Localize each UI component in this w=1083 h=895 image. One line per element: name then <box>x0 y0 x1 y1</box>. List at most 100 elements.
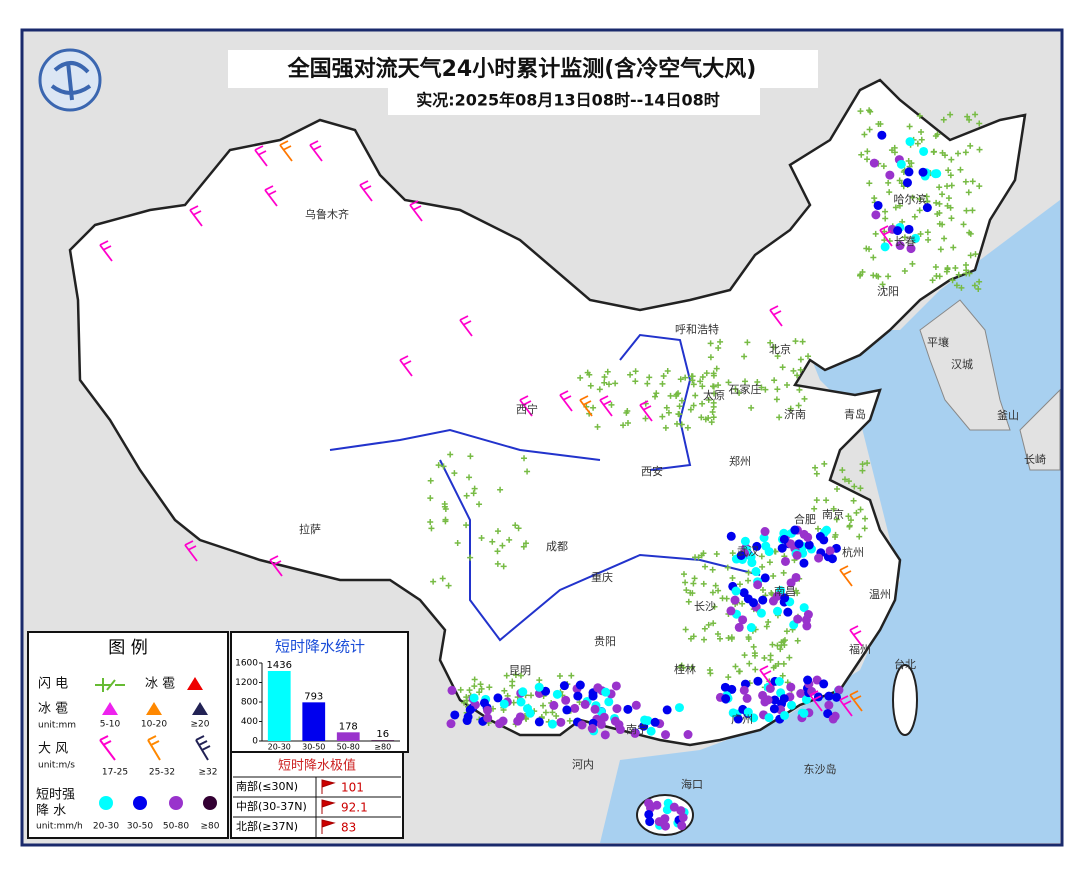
lightning-mark <box>918 128 925 135</box>
x-tick-label: 20-30 <box>268 743 291 752</box>
rain-mark <box>764 547 774 557</box>
rain-mark <box>721 694 731 704</box>
rain-mark <box>678 812 688 822</box>
lightning-mark <box>768 589 775 596</box>
lightning-mark <box>677 376 684 383</box>
city-label: 沈阳 <box>877 284 899 298</box>
rain-mark <box>803 532 813 542</box>
lightning-mark <box>477 681 484 688</box>
lightning-mark <box>896 202 903 209</box>
lightning-mark <box>680 571 687 578</box>
lightning-mark <box>442 516 449 523</box>
lightning-mark <box>521 455 528 462</box>
lightning-mark <box>695 554 702 561</box>
lightning-mark <box>770 344 777 351</box>
lightning-mark <box>797 366 804 373</box>
lightning-mark <box>439 575 446 582</box>
rain-mark <box>906 244 916 254</box>
lightning-mark <box>711 390 718 397</box>
bar-chart: 短时降水统计 0 400 800 1200 1600 1436 20-30 793 30-50 1… <box>230 631 409 753</box>
lightning-mark <box>949 277 956 284</box>
city-label: 贵阳 <box>594 635 616 648</box>
city-label: 南京 <box>822 507 844 521</box>
lightning-mark <box>732 386 739 393</box>
rain-mark <box>541 686 551 696</box>
legend-level: 30-50 <box>127 822 153 832</box>
lightning-mark <box>773 396 780 403</box>
rain-mark <box>905 137 915 147</box>
lightning-mark <box>861 525 868 532</box>
lightning-mark <box>917 231 924 238</box>
rain-mark <box>739 685 749 695</box>
lightning-mark <box>632 378 639 385</box>
rain-mark <box>828 714 838 724</box>
lightning-mark <box>862 515 869 522</box>
lightning-mark <box>523 540 530 547</box>
lightning-mark <box>751 652 758 659</box>
lightning-mark <box>494 528 501 535</box>
rain-mark <box>731 586 741 596</box>
rain-mark <box>644 809 654 819</box>
lightning-mark <box>766 559 773 566</box>
lightning-mark <box>701 636 708 643</box>
lightning-mark <box>506 536 513 543</box>
lightning-mark <box>971 282 978 289</box>
lightning-mark <box>729 550 736 557</box>
lightning-mark <box>447 451 454 458</box>
lightning-mark <box>736 389 743 396</box>
table-box <box>230 751 404 839</box>
y-tick-label: 0 <box>252 737 258 747</box>
rain-mark <box>552 689 562 699</box>
lightning-mark <box>725 379 732 386</box>
lightning-mark <box>758 384 765 391</box>
lightning-mark <box>717 338 724 345</box>
lightning-mark <box>441 503 448 510</box>
lightning-mark <box>725 674 732 681</box>
lightning-mark <box>471 676 478 683</box>
rain-mark <box>600 730 610 740</box>
lightning-mark <box>566 717 573 724</box>
lightning-mark <box>846 522 853 529</box>
rain-mark <box>786 539 796 549</box>
lightning-mark <box>947 204 954 211</box>
lightning-mark <box>955 150 962 157</box>
rain-mark <box>753 676 763 686</box>
lightning-mark <box>497 486 504 493</box>
lightning-mark <box>939 191 946 198</box>
rain-mark <box>831 692 841 702</box>
rain-mark <box>822 525 832 535</box>
korea <box>919 299 1011 431</box>
rain-mark <box>796 689 806 699</box>
lightning-mark <box>871 195 878 202</box>
legend-unit: unit:mm/h <box>36 822 83 832</box>
rain-mark <box>662 705 672 715</box>
lightning-mark <box>885 179 892 186</box>
lightning-mark <box>601 374 608 381</box>
lightning-mark <box>678 662 685 669</box>
lightning-mark <box>624 419 631 426</box>
city-label: 哈尔滨 <box>894 192 927 206</box>
legend-unit: unit:mm <box>38 721 76 731</box>
lightning-mark <box>821 460 828 467</box>
wind-mark <box>309 140 323 162</box>
rain-mark <box>615 725 625 735</box>
city-label: 拉萨 <box>299 522 321 536</box>
lightning-mark <box>736 581 743 588</box>
rain-mark <box>587 724 597 734</box>
lightning-mark <box>503 672 510 679</box>
lightning-mark <box>463 694 470 701</box>
rain-mark <box>610 716 620 726</box>
lightning-mark <box>466 474 473 481</box>
wind-mark <box>519 395 533 417</box>
flag-icon <box>321 819 336 834</box>
rain-mark <box>736 551 746 561</box>
lightning-mark <box>916 112 923 119</box>
lightning-mark <box>857 506 864 513</box>
rain-mark <box>469 693 479 703</box>
lightning-mark <box>885 273 892 280</box>
lightning-mark <box>759 586 766 593</box>
extreme-value: 92.1 <box>341 801 368 815</box>
lightning-mark <box>906 123 913 130</box>
lightning-mark <box>761 655 768 662</box>
lightning-mark <box>501 687 508 694</box>
